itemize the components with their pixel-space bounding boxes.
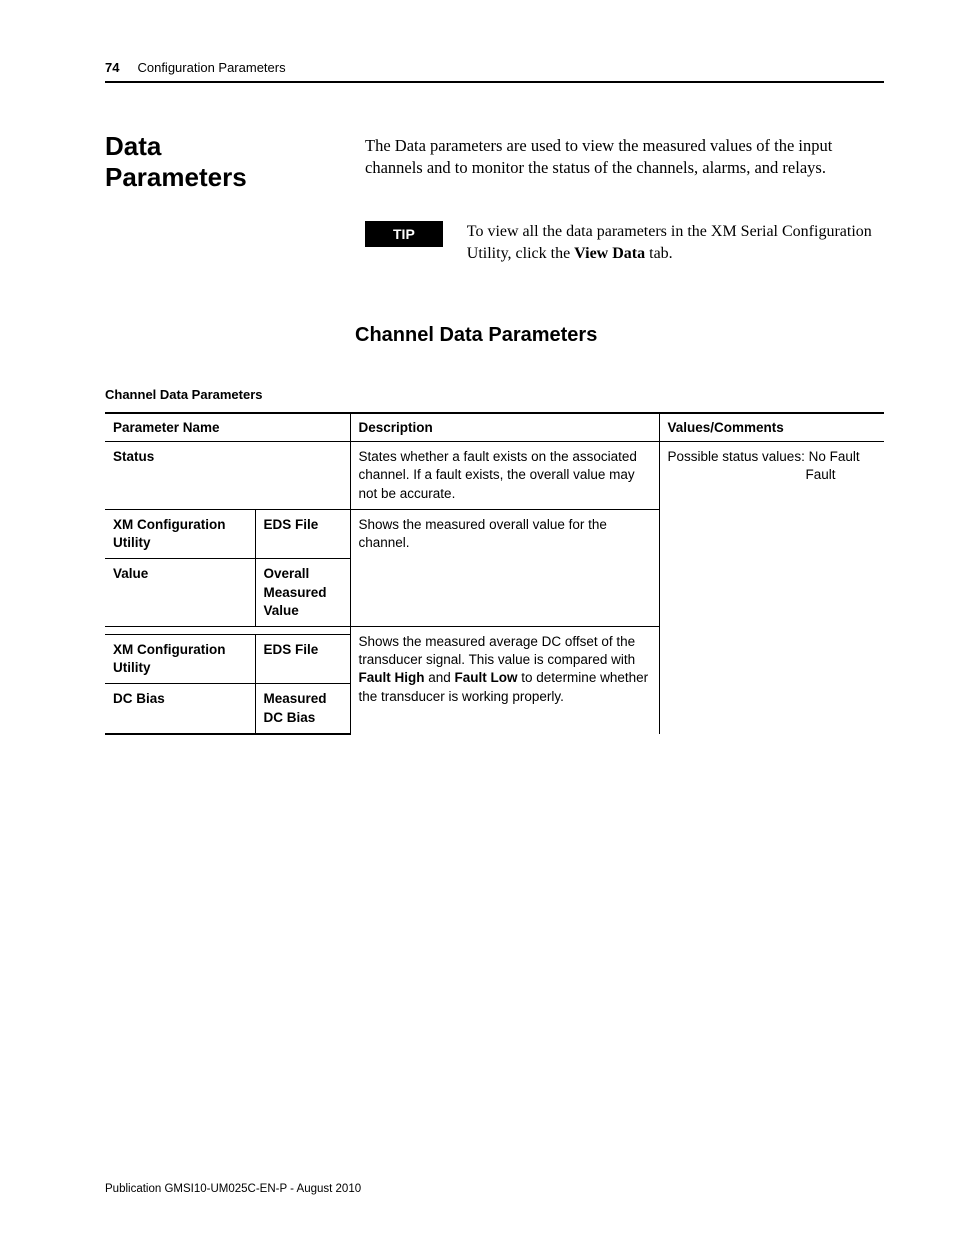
channel-data-table: Parameter Name Description Values/Commen… (105, 412, 884, 735)
cell-dcbias-edsfile: EDS File (255, 634, 350, 683)
th-description: Description (350, 413, 659, 442)
table-row: Shows the measured average DC offset of … (105, 626, 884, 634)
tip-bold: View Data (574, 245, 645, 262)
cell-dcbias-xmutil: XM Configuration Utility (105, 634, 255, 683)
cell-dcbias-name: DC Bias (105, 684, 255, 734)
th-values: Values/Comments (659, 413, 884, 442)
cell-value-desc: Shows the measured overall value for the… (350, 509, 659, 626)
cell-status-values: Possible status values: No Fault Fault (659, 442, 884, 510)
page-number: 74 (105, 60, 119, 75)
cell-dcbias-measured: Measured DC Bias (255, 684, 350, 734)
tip-callout: TIP To view all the data parameters in t… (365, 221, 884, 264)
cell-value-name: Value (105, 559, 255, 627)
cell-value-overall: Overall Measured Value (255, 559, 350, 627)
section-title: Data Parameters (105, 131, 305, 193)
dcbias-desc-mid: and (425, 670, 455, 685)
dcbias-bold2: Fault Low (455, 670, 518, 685)
cell-value-edsfile: EDS File (255, 509, 350, 558)
status-values-line1: Possible status values: No Fault (668, 449, 860, 464)
section-intro-row: Data Parameters The Data parameters are … (105, 131, 884, 193)
dcbias-desc-pre: Shows the measured average DC offset of … (359, 634, 636, 667)
cell-value-xmutil: XM Configuration Utility (105, 509, 255, 558)
table-row: Status States whether a fault exists on … (105, 442, 884, 510)
tip-text-after: tab. (645, 245, 673, 262)
table-header-row: Parameter Name Description Values/Commen… (105, 413, 884, 442)
th-parameter-name: Parameter Name (105, 413, 350, 442)
cell-dcbias-values (659, 626, 884, 733)
publication-footer: Publication GMSI10-UM025C-EN-P - August … (105, 1183, 361, 1195)
spacer-left (105, 626, 350, 634)
cell-status-desc: States whether a fault exists on the ass… (350, 442, 659, 510)
table-row: XM Configuration Utility EDS File Shows … (105, 509, 884, 558)
table-caption: Channel Data Parameters (105, 387, 884, 402)
tip-text: To view all the data parameters in the X… (467, 221, 884, 264)
tip-badge: TIP (365, 221, 443, 247)
subsection-heading: Channel Data Parameters (355, 324, 884, 347)
status-values-line2: Fault (668, 466, 877, 484)
cell-value-values (659, 509, 884, 626)
dcbias-bold1: Fault High (359, 670, 425, 685)
running-title: Configuration Parameters (137, 60, 285, 75)
running-header: 74 Configuration Parameters (105, 60, 884, 83)
cell-dcbias-desc: Shows the measured average DC offset of … (350, 626, 659, 733)
cell-status-name: Status (105, 442, 350, 510)
section-intro-text: The Data parameters are used to view the… (365, 131, 884, 193)
